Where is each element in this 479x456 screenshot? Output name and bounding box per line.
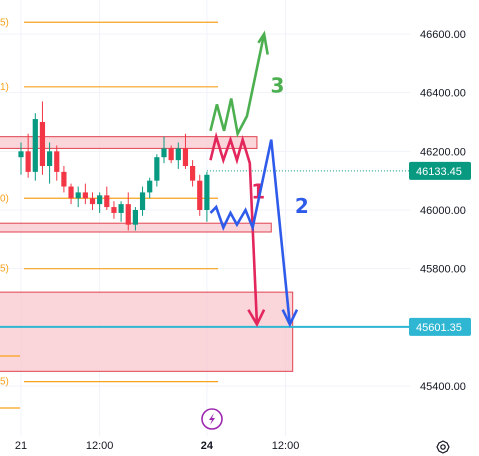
candle-body	[75, 192, 81, 199]
candle-body	[161, 148, 167, 158]
candle-body	[89, 198, 96, 205]
scenario-2-path	[209, 139, 292, 325]
y-tick-label: 46400.00	[420, 88, 466, 100]
scenario-2-label: 2	[295, 194, 309, 218]
candle-body	[25, 151, 31, 172]
gear-icon[interactable]	[436, 440, 450, 454]
fib-level-label: 5)	[0, 377, 9, 388]
fib-level-label: 5)	[0, 264, 9, 275]
scenario-3-path	[209, 33, 266, 138]
y-axis[interactable]: 46600.00 46400.00 46200.00 46000.00 45800.00…	[410, 0, 479, 456]
fib-levels-layer: 5) 1) 0) 5) 5)	[0, 17, 218, 409]
last-price-badge	[409, 161, 471, 180]
candle-body	[139, 192, 146, 210]
y-tick-label: 46600.00	[420, 29, 466, 41]
candles-layer	[18, 101, 210, 231]
price-badges: 46133.45 45601.35	[409, 161, 471, 336]
candle-body	[204, 174, 210, 210]
candle-body	[132, 210, 138, 225]
fib-level-label: 0)	[0, 193, 9, 204]
candle-body	[190, 166, 196, 181]
target-price-text: 45601.35	[416, 322, 462, 334]
x-axis[interactable]: 21 12:00 24 12:00	[0, 436, 410, 456]
target-price-badge	[409, 317, 471, 336]
scenario-2-arrowhead	[281, 309, 299, 328]
fib-level-label: 1)	[0, 82, 9, 93]
y-tick-label: 45400.00	[420, 381, 466, 393]
y-axis-background	[410, 0, 479, 456]
candle-body	[68, 186, 74, 199]
y-tick-label: 46000.00	[420, 205, 466, 217]
last-price-text: 46133.45	[416, 166, 462, 178]
candle-body	[154, 157, 160, 181]
candle-body	[54, 151, 60, 172]
scenario-3-arrowhead	[257, 30, 269, 55]
candle-body	[147, 180, 153, 193]
scenario-3-label: 3	[271, 74, 285, 98]
scenarios-layer: 123	[209, 30, 309, 328]
x-tick-label: 12:00	[86, 440, 114, 452]
fib-level-label: 5)	[0, 17, 9, 28]
target-line-layer	[0, 170, 410, 328]
x-tick-label: 21	[15, 440, 27, 452]
zone-target-zone	[0, 291, 294, 372]
candle-body	[125, 204, 131, 225]
candle-body	[18, 151, 24, 158]
candle-body	[47, 151, 53, 166]
candle-body	[39, 122, 46, 166]
candle-body	[175, 148, 181, 161]
scenario-1-arrowhead	[247, 309, 266, 328]
candle-body	[61, 171, 67, 187]
candle-body	[182, 148, 189, 166]
candle-body	[82, 192, 88, 199]
candle-body	[168, 148, 174, 161]
zones-layer	[0, 136, 294, 372]
zone-resistance	[0, 136, 258, 149]
x-tick-label: 12:00	[272, 440, 300, 452]
candle-body	[97, 195, 103, 205]
x-axis-background	[0, 436, 410, 456]
candle-body	[111, 207, 117, 213]
x-tick-label: 24	[201, 440, 214, 452]
candle-body	[104, 195, 110, 208]
y-tick-label: 46200.00	[420, 146, 466, 158]
candle-body	[118, 204, 124, 213]
y-tick-label: 45800.00	[420, 264, 466, 276]
lightning-icon[interactable]	[201, 408, 223, 430]
scenario-1-path	[209, 131, 259, 325]
candle-body	[197, 180, 203, 210]
candle-body	[32, 119, 38, 172]
